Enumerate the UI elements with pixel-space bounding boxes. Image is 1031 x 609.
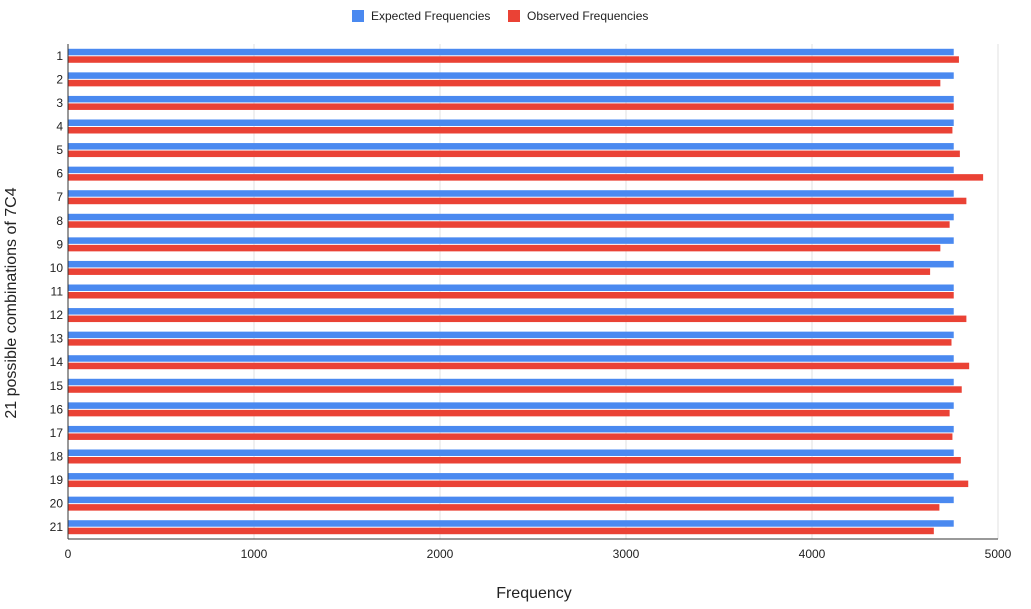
- y-tick-label: 9: [56, 237, 63, 251]
- observed-bar-18[interactable]: [68, 457, 961, 464]
- y-tick-label: 2: [56, 72, 63, 86]
- legend-swatch: [352, 10, 364, 22]
- observed-bar-3[interactable]: [68, 103, 954, 110]
- expected-bar-17[interactable]: [68, 425, 954, 433]
- observed-bar-12[interactable]: [68, 315, 967, 323]
- expected-bar-18[interactable]: [68, 449, 954, 457]
- y-tick-label: 8: [56, 214, 63, 228]
- observed-bar-2[interactable]: [68, 79, 941, 87]
- y-tick-label: 7: [56, 190, 63, 204]
- expected-bar-11[interactable]: [68, 284, 954, 292]
- legend-swatch: [508, 10, 520, 22]
- y-tick-label: 16: [50, 402, 64, 416]
- expected-bar-3[interactable]: [68, 95, 954, 103]
- y-tick-label: 19: [50, 473, 64, 487]
- expected-bar-5[interactable]: [68, 143, 954, 150]
- observed-bar-16[interactable]: [68, 409, 950, 417]
- observed-bar-10[interactable]: [68, 268, 931, 275]
- expected-bar-1[interactable]: [68, 48, 954, 56]
- observed-bar-5[interactable]: [68, 150, 960, 158]
- bars: [68, 48, 984, 535]
- y-tick-label: 13: [50, 332, 64, 346]
- y-tick-label: 21: [50, 520, 64, 534]
- expected-bar-21[interactable]: [68, 520, 954, 527]
- expected-bar-2[interactable]: [68, 72, 954, 79]
- gridlines: [253, 44, 999, 539]
- y-tick-label: 6: [56, 167, 63, 181]
- y-tick-label: 14: [50, 355, 64, 369]
- y-tick-label: 11: [51, 285, 64, 299]
- y-tick-label: 10: [50, 261, 64, 275]
- x-tick-label: 5000: [985, 547, 1012, 561]
- expected-bar-16[interactable]: [68, 402, 954, 409]
- expected-bar-6[interactable]: [68, 166, 954, 174]
- x-axis-title: Frequency: [496, 585, 572, 602]
- legend-item-observed[interactable]: Observed Frequencies: [508, 9, 648, 23]
- expected-bar-4[interactable]: [68, 119, 954, 127]
- x-tick-label: 4000: [799, 547, 826, 561]
- observed-bar-4[interactable]: [68, 127, 953, 134]
- expected-bar-14[interactable]: [68, 355, 954, 362]
- observed-bar-8[interactable]: [68, 221, 950, 228]
- axes: [67, 44, 998, 540]
- observed-bar-13[interactable]: [68, 339, 952, 346]
- expected-bar-19[interactable]: [68, 473, 954, 480]
- y-tick-label: 1: [56, 49, 63, 63]
- x-tick-label: 0: [65, 547, 72, 561]
- y-tick-label: 4: [56, 120, 63, 134]
- y-tick-label: 5: [56, 143, 63, 157]
- observed-bar-7[interactable]: [68, 197, 967, 205]
- observed-bar-21[interactable]: [68, 527, 934, 535]
- expected-bar-20[interactable]: [68, 496, 954, 504]
- x-tick-label: 3000: [613, 547, 640, 561]
- expected-bar-9[interactable]: [68, 237, 954, 244]
- y-axis-title: 21 possible combinations of 7C4: [3, 187, 20, 418]
- y-tick-label: 18: [50, 450, 64, 464]
- observed-bar-6[interactable]: [68, 174, 984, 181]
- observed-bar-1[interactable]: [68, 56, 959, 63]
- expected-bar-10[interactable]: [68, 260, 954, 268]
- observed-bar-9[interactable]: [68, 244, 941, 252]
- legend-label: Expected Frequencies: [371, 9, 490, 23]
- x-tick-label: 1000: [241, 547, 268, 561]
- x-tick-labels: 0 1000 2000 3000 4000 5000: [65, 547, 1012, 561]
- x-tick-label: 2000: [427, 547, 454, 561]
- y-tick-label: 15: [50, 379, 64, 393]
- observed-bar-14[interactable]: [68, 362, 970, 370]
- y-tick-label: 3: [56, 96, 63, 110]
- legend-label: Observed Frequencies: [527, 9, 648, 23]
- observed-bar-20[interactable]: [68, 504, 940, 511]
- legend-item-expected[interactable]: Expected Frequencies: [352, 9, 490, 23]
- observed-bar-19[interactable]: [68, 480, 969, 488]
- expected-bar-7[interactable]: [68, 190, 954, 197]
- y-tick-label: 12: [50, 308, 64, 322]
- expected-bar-8[interactable]: [68, 213, 954, 221]
- observed-bar-15[interactable]: [68, 386, 962, 393]
- y-tick-label: 20: [50, 497, 64, 511]
- observed-bar-11[interactable]: [68, 292, 954, 299]
- y-tick-label: 17: [50, 426, 64, 440]
- expected-bar-13[interactable]: [68, 331, 954, 339]
- observed-bar-17[interactable]: [68, 433, 953, 440]
- expected-bar-15[interactable]: [68, 378, 954, 386]
- expected-bar-12[interactable]: [68, 308, 954, 315]
- legend: Expected Frequencies Observed Frequencies: [352, 9, 648, 23]
